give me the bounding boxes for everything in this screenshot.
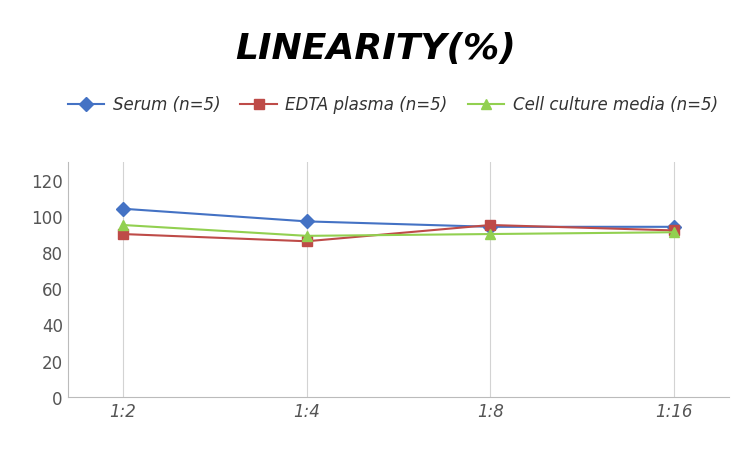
Cell culture media (n=5) [670, 230, 679, 235]
Serum (n=5) [118, 207, 127, 212]
Line: Cell culture media (n=5): Cell culture media (n=5) [118, 221, 679, 241]
Cell culture media (n=5) [302, 234, 311, 239]
Cell culture media (n=5) [486, 232, 495, 237]
Text: LINEARITY(%): LINEARITY(%) [235, 32, 517, 65]
Serum (n=5) [302, 219, 311, 225]
EDTA plasma (n=5) [670, 228, 679, 234]
Legend: Serum (n=5), EDTA plasma (n=5), Cell culture media (n=5): Serum (n=5), EDTA plasma (n=5), Cell cul… [61, 89, 724, 121]
Cell culture media (n=5) [118, 223, 127, 228]
EDTA plasma (n=5) [118, 232, 127, 237]
Line: Serum (n=5): Serum (n=5) [118, 204, 679, 232]
EDTA plasma (n=5) [302, 239, 311, 244]
Serum (n=5) [486, 225, 495, 230]
Line: EDTA plasma (n=5): EDTA plasma (n=5) [118, 221, 679, 247]
EDTA plasma (n=5) [486, 223, 495, 228]
Serum (n=5) [670, 225, 679, 230]
